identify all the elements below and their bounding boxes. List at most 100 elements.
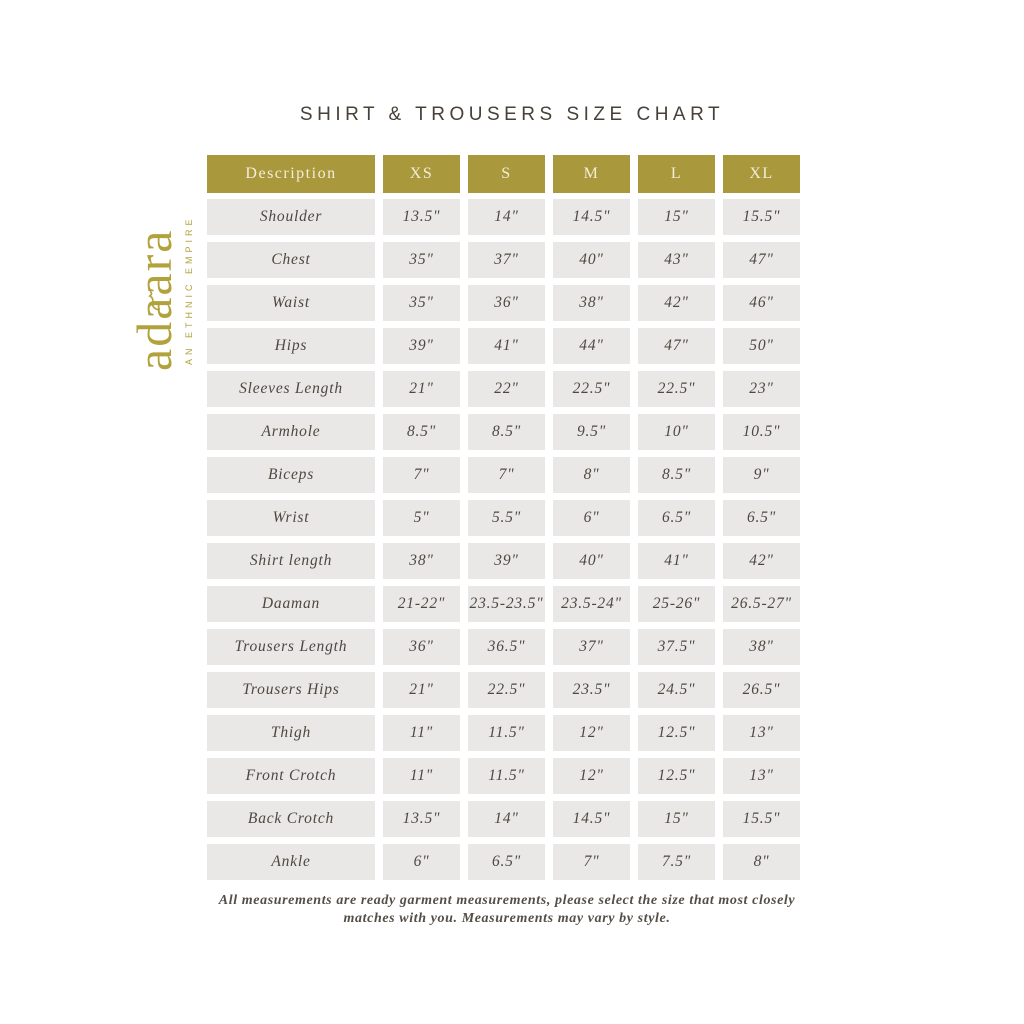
size-value: 7" xyxy=(468,457,545,493)
size-value: 12.5" xyxy=(638,758,715,794)
size-value: 38" xyxy=(553,285,630,321)
size-value: 10" xyxy=(638,414,715,450)
row-label: Thigh xyxy=(207,715,375,751)
size-value: 7" xyxy=(383,457,460,493)
size-value: 22.5" xyxy=(553,371,630,407)
row-label: Shoulder xyxy=(207,199,375,235)
size-value: 38" xyxy=(383,543,460,579)
size-value: 35" xyxy=(383,242,460,278)
table-row: Hips 39" 41" 44" 47" 50" xyxy=(207,328,800,364)
size-value: 37" xyxy=(553,629,630,665)
size-value: 8" xyxy=(553,457,630,493)
size-value: 44" xyxy=(553,328,630,364)
row-label: Trousers Hips xyxy=(207,672,375,708)
size-value: 36" xyxy=(468,285,545,321)
size-value: 41" xyxy=(638,543,715,579)
size-value: 14.5" xyxy=(553,801,630,837)
page-title: SHIRT & TROUSERS SIZE CHART xyxy=(299,104,725,125)
size-value: 11.5" xyxy=(468,758,545,794)
table-row: Wrist 5" 5.5" 6" 6.5" 6.5" xyxy=(207,500,800,536)
table-row: Trousers Length 36" 36.5" 37" 37.5" 38" xyxy=(207,629,800,665)
table-row: Front Crotch 11" 11.5" 12" 12.5" 13" xyxy=(207,758,800,794)
flourish-icon xyxy=(121,291,169,311)
size-value: 12.5" xyxy=(638,715,715,751)
row-label: Sleeves Length xyxy=(207,371,375,407)
size-value: 37.5" xyxy=(638,629,715,665)
size-value: 24.5" xyxy=(638,672,715,708)
row-label: Armhole xyxy=(207,414,375,450)
size-value: 15.5" xyxy=(723,801,800,837)
size-value: 47" xyxy=(638,328,715,364)
size-value: 8.5" xyxy=(468,414,545,450)
size-value: 23.5" xyxy=(553,672,630,708)
size-value: 37" xyxy=(468,242,545,278)
size-value: 47" xyxy=(723,242,800,278)
brand-tagline: AN ETHNIC EMPIRE xyxy=(183,215,194,365)
table-row: Chest 35" 37" 40" 43" 47" xyxy=(207,242,800,278)
brand-name: adaara xyxy=(126,177,182,377)
table-header-row: Description XS S M L XL xyxy=(207,155,800,193)
table-row: Back Crotch 13.5" 14" 14.5" 15" 15.5" xyxy=(207,801,800,837)
size-value: 36" xyxy=(383,629,460,665)
size-value: 26.5-27" xyxy=(723,586,800,622)
column-header-xs: XS xyxy=(383,155,460,193)
row-label: Chest xyxy=(207,242,375,278)
size-value: 8.5" xyxy=(383,414,460,450)
size-value: 5.5" xyxy=(468,500,545,536)
size-value: 6" xyxy=(383,844,460,880)
size-value: 6.5" xyxy=(723,500,800,536)
table-row: Biceps 7" 7" 8" 8.5" 9" xyxy=(207,457,800,493)
row-label: Back Crotch xyxy=(207,801,375,837)
size-value: 21" xyxy=(383,672,460,708)
row-label: Waist xyxy=(207,285,375,321)
size-value: 11" xyxy=(383,758,460,794)
size-value: 43" xyxy=(638,242,715,278)
size-value: 39" xyxy=(468,543,545,579)
size-value: 14" xyxy=(468,801,545,837)
table-row: Waist 35" 36" 38" 42" 46" xyxy=(207,285,800,321)
table-row: Daaman 21-22" 23.5-23.5" 23.5-24" 25-26" 26.5… xyxy=(207,586,800,622)
measurement-note: All measurements are ready garment measu… xyxy=(218,893,796,927)
size-value: 26.5" xyxy=(723,672,800,708)
size-value: 10.5" xyxy=(723,414,800,450)
table-row: Ankle 6" 6.5" 7" 7.5" 8" xyxy=(207,844,800,880)
size-value: 11.5" xyxy=(468,715,545,751)
row-label: Hips xyxy=(207,328,375,364)
size-value: 40" xyxy=(553,242,630,278)
size-value: 50" xyxy=(723,328,800,364)
row-label: Ankle xyxy=(207,844,375,880)
size-value: 25-26" xyxy=(638,586,715,622)
size-value: 5" xyxy=(383,500,460,536)
brand-logo-rotated: adaara AN ETHNIC EMPIRE xyxy=(126,177,194,377)
size-value: 15.5" xyxy=(723,199,800,235)
column-header-m: M xyxy=(553,155,630,193)
size-value: 7" xyxy=(553,844,630,880)
size-value: 46" xyxy=(723,285,800,321)
size-value: 13.5" xyxy=(383,199,460,235)
size-value: 42" xyxy=(638,285,715,321)
size-value: 13" xyxy=(723,715,800,751)
table-body: Shoulder 13.5" 14" 14.5" 15" 15.5" Chest 35" 37"… xyxy=(207,199,800,880)
size-value: 22" xyxy=(468,371,545,407)
size-value: 7.5" xyxy=(638,844,715,880)
table-row: Armhole 8.5" 8.5" 9.5" 10" 10.5" xyxy=(207,414,800,450)
table-row: Thigh 11" 11.5" 12" 12.5" 13" xyxy=(207,715,800,751)
row-label: Shirt length xyxy=(207,543,375,579)
row-label: Trousers Length xyxy=(207,629,375,665)
size-value: 12" xyxy=(553,715,630,751)
size-value: 15" xyxy=(638,801,715,837)
size-table: Description XS S M L XL Shoulder 13.5" 14"… xyxy=(207,155,800,887)
brand-logo: adaara AN ETHNIC EMPIRE xyxy=(118,183,206,371)
table-row: Sleeves Length 21" 22" 22.5" 22.5" 23" xyxy=(207,371,800,407)
size-value: 40" xyxy=(553,543,630,579)
size-value: 6.5" xyxy=(638,500,715,536)
size-value: 22.5" xyxy=(468,672,545,708)
table-row: Shirt length 38" 39" 40" 41" 42" xyxy=(207,543,800,579)
size-value: 36.5" xyxy=(468,629,545,665)
size-value: 11" xyxy=(383,715,460,751)
size-value: 21" xyxy=(383,371,460,407)
size-value: 14" xyxy=(468,199,545,235)
row-label: Wrist xyxy=(207,500,375,536)
column-header-xl: XL xyxy=(723,155,800,193)
